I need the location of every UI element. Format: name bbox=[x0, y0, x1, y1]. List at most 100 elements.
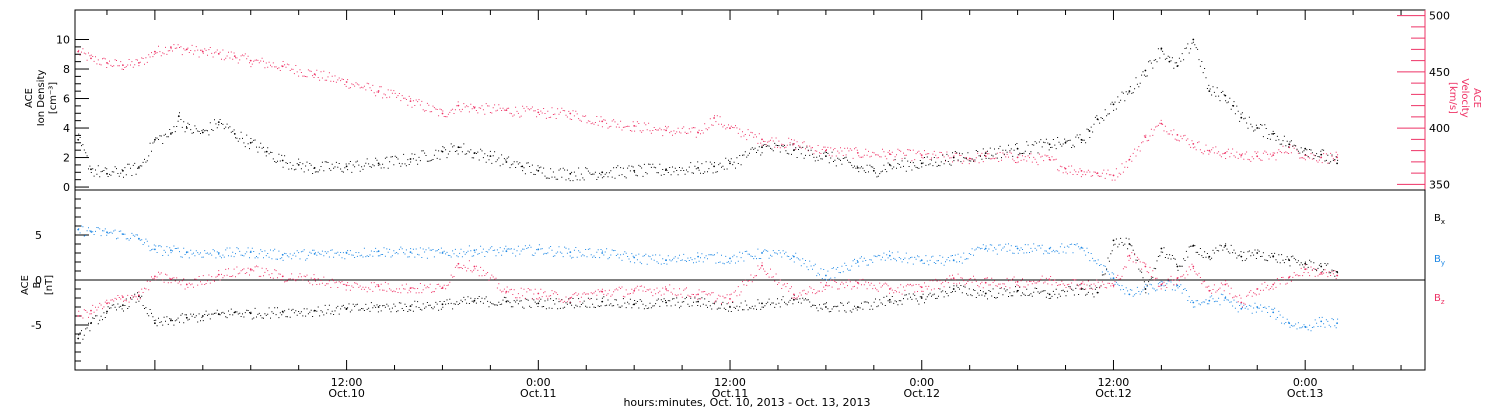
x-tick-date: Oct.11 bbox=[520, 387, 557, 400]
density-point bbox=[1112, 103, 1115, 106]
bz-point bbox=[170, 278, 172, 280]
bz-point bbox=[505, 290, 508, 293]
bx-point bbox=[1320, 265, 1323, 268]
velocity-point bbox=[170, 46, 172, 48]
by-point bbox=[281, 253, 284, 256]
density-point bbox=[77, 138, 80, 141]
bx-point bbox=[409, 305, 412, 307]
by-point bbox=[697, 255, 699, 258]
bx-point bbox=[1112, 239, 1115, 242]
density-point bbox=[1288, 143, 1291, 146]
bz-point bbox=[665, 288, 667, 290]
by-point bbox=[1288, 322, 1291, 325]
bz-point bbox=[1160, 283, 1163, 286]
density-point bbox=[1240, 116, 1243, 119]
velocity-point bbox=[1272, 154, 1275, 157]
bz-point bbox=[601, 290, 604, 293]
bx-point bbox=[377, 306, 380, 308]
b-axis-title: ACE B [nT] bbox=[20, 275, 55, 295]
x-axis-title: hours:minutes, Oct. 10, 2013 - Oct. 13, … bbox=[623, 396, 870, 409]
density-point bbox=[1304, 147, 1307, 150]
velocity-point bbox=[1048, 158, 1051, 161]
velocity-markers bbox=[77, 44, 1339, 181]
bx-point bbox=[170, 319, 172, 322]
velocity-point bbox=[441, 112, 444, 115]
velocity-point bbox=[1240, 154, 1243, 157]
top-panel: 0 2 4 6 8 10 350 400 450 500 bbox=[56, 9, 1450, 194]
velocity-point bbox=[1256, 155, 1259, 158]
by-point bbox=[1336, 322, 1338, 325]
x-tick-date: Oct.10 bbox=[328, 387, 365, 400]
by-point bbox=[793, 255, 795, 258]
by-point bbox=[569, 251, 572, 254]
bz-point bbox=[1112, 284, 1115, 287]
bz-point bbox=[90, 309, 92, 312]
bx-point bbox=[793, 298, 795, 301]
density-point bbox=[441, 150, 444, 153]
bx-point bbox=[1208, 255, 1211, 258]
density-point bbox=[249, 141, 252, 144]
velocity-point bbox=[856, 152, 859, 154]
density-point bbox=[601, 171, 604, 174]
by-point bbox=[473, 249, 476, 252]
velocity-tick-label: 450 bbox=[1429, 66, 1450, 79]
b-tick-label: 5 bbox=[35, 229, 42, 242]
velocity-point bbox=[154, 50, 156, 53]
bz-point bbox=[793, 293, 795, 296]
bz-point bbox=[138, 294, 140, 297]
density-point bbox=[984, 152, 987, 155]
bz-point bbox=[345, 284, 348, 287]
density-point bbox=[761, 146, 763, 149]
bz-cloud bbox=[78, 252, 1339, 319]
density-tick-label: 4 bbox=[63, 122, 70, 135]
by-markers bbox=[77, 225, 1339, 332]
velocity-point bbox=[713, 117, 715, 119]
velocity-tick-label: 500 bbox=[1429, 10, 1450, 23]
bz-point bbox=[154, 275, 156, 278]
legend-bz: Bz bbox=[1434, 293, 1445, 306]
velocity-axis-title: ACE Velocity [km/s] bbox=[1447, 78, 1482, 117]
bx-markers bbox=[77, 237, 1339, 340]
by-point bbox=[1224, 297, 1227, 299]
velocity-point bbox=[345, 81, 348, 83]
bz-point bbox=[537, 292, 540, 295]
velocity-point bbox=[633, 125, 636, 127]
density-point bbox=[409, 158, 412, 160]
by-point bbox=[217, 252, 220, 254]
velocity-cloud bbox=[78, 44, 1339, 181]
bx-point bbox=[473, 299, 476, 302]
by-point bbox=[856, 261, 859, 263]
velocity-point bbox=[537, 111, 540, 114]
density-point bbox=[377, 162, 380, 165]
bz-point bbox=[1272, 283, 1275, 286]
by-point bbox=[1192, 301, 1195, 304]
velocity-point bbox=[281, 65, 284, 68]
velocity-point bbox=[888, 153, 891, 155]
bx-point bbox=[1272, 255, 1275, 258]
density-point bbox=[952, 156, 955, 159]
velocity-point bbox=[201, 50, 204, 53]
density-tick-label: 0 bbox=[63, 181, 70, 194]
density-point bbox=[90, 168, 92, 171]
density-title-line1: ACE bbox=[24, 88, 35, 108]
bz-point bbox=[377, 285, 380, 288]
density-tick-label: 10 bbox=[56, 34, 70, 47]
bx-point bbox=[952, 288, 955, 290]
bz-point bbox=[249, 268, 252, 271]
bz-point bbox=[984, 281, 987, 284]
bz-point bbox=[217, 273, 220, 276]
density-point bbox=[217, 121, 220, 123]
bx-point bbox=[888, 298, 891, 301]
density-point bbox=[185, 127, 188, 129]
density-point bbox=[1192, 38, 1195, 41]
density-point bbox=[872, 169, 875, 172]
density-point bbox=[505, 161, 508, 163]
density-point bbox=[106, 172, 108, 175]
x-tick-date: Oct.13 bbox=[1287, 387, 1324, 400]
by-point bbox=[1320, 320, 1323, 323]
velocity-point bbox=[793, 143, 795, 145]
density-point bbox=[1144, 69, 1147, 72]
bx-point bbox=[920, 297, 923, 299]
by-point bbox=[601, 252, 604, 254]
x-tick-date: Oct.11 bbox=[712, 387, 749, 400]
